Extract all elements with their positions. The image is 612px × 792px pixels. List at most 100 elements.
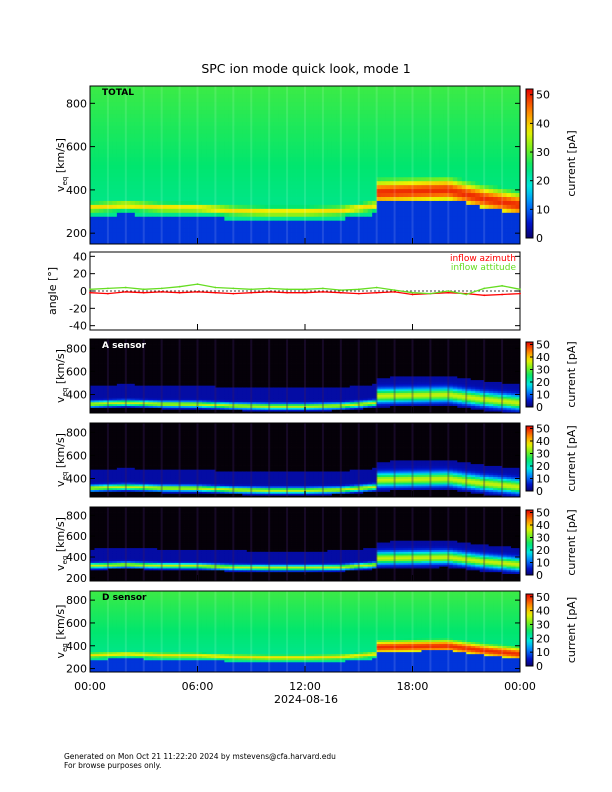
y-tick-label: 800: [66, 426, 87, 439]
series-point-1: [429, 292, 432, 295]
legend-entry-1: inflow attitude: [451, 263, 517, 273]
colorbar-tick-label: 0: [536, 232, 543, 245]
colorbar-tick-label: 0: [536, 485, 543, 498]
y-tick-label: 400: [66, 551, 87, 564]
series-point-1: [124, 286, 127, 289]
x-tick-label: 00:00: [504, 680, 536, 693]
chart-title: SPC ion mode quick look, mode 1: [201, 61, 410, 76]
series-point-0: [196, 291, 199, 293]
series-point-0: [286, 291, 288, 294]
y-axis-label: veq [km/s]: [54, 605, 69, 659]
colorbar-tick-label: 50: [536, 423, 550, 436]
colorbar-scale: [525, 593, 534, 667]
y-axis-label: veq [km/s]: [54, 138, 69, 192]
colorbar-tick-label: 30: [536, 448, 550, 461]
colorbar-scale: [525, 341, 534, 408]
y-axis-label-main: v: [54, 185, 67, 192]
series-point-1: [411, 291, 414, 294]
y-tick-label: 400: [66, 473, 87, 486]
heatmap-panel-5: 200 400 600 800 D sensor veq [km/s]: [54, 590, 521, 676]
colorbar-tick-label: 10: [536, 557, 550, 570]
series-point-0: [160, 291, 163, 293]
legend-entry-0: inflow azimuth: [450, 254, 516, 264]
y-axis-label-main: v: [54, 564, 67, 571]
colorbar-tick-label: 40: [536, 519, 550, 532]
colorbar-tick-label: 10: [536, 203, 550, 216]
y-tick-label: -40: [69, 320, 87, 333]
y-axis-label: veq [km/s]: [54, 349, 69, 403]
colorbar-tick-label: 40: [536, 605, 550, 618]
series-point-0: [89, 291, 91, 294]
colorbar-tick-label: 40: [536, 117, 550, 130]
colorbar-tick-label: 10: [536, 389, 550, 402]
series-point-0: [411, 293, 414, 296]
series-point-1: [339, 289, 342, 291]
series-point-1: [196, 283, 199, 285]
x-tick-label: 12:00: [289, 680, 321, 693]
colorbar-tick-label: 20: [536, 376, 550, 389]
x-tick-label: 06:00: [182, 680, 214, 693]
y-axis-label-unit: [km/s]: [54, 349, 67, 388]
series-point-0: [483, 294, 486, 297]
y-tick-label: 40: [73, 250, 87, 263]
x-tick-label: 18:00: [397, 680, 429, 693]
y-tick-label: -20: [69, 302, 87, 315]
colorbar-tick-label: 50: [536, 591, 550, 604]
series-point-1: [268, 287, 271, 290]
series-point-1: [304, 288, 306, 291]
footer-note: For browse purposes only.: [64, 761, 162, 770]
series-point-0: [447, 291, 450, 294]
colorbar-tick-label: 40: [536, 435, 550, 448]
series-point-1: [142, 288, 145, 291]
colorbar-tick-label: 10: [536, 473, 550, 486]
y-axis-label-sub: eq: [61, 472, 69, 481]
y-tick-label: 0: [80, 285, 87, 298]
y-tick-label: 800: [66, 594, 87, 607]
series-point-1: [250, 288, 253, 291]
colorbar-tick-label: 0: [536, 401, 543, 414]
y-axis-label: angle [°]: [46, 267, 59, 315]
heatmap-panel-0: 200 400 600 800 TOTAL veq [km/s]: [54, 85, 521, 245]
y-tick-label: 600: [66, 141, 87, 154]
colorbar-tick-label: 40: [536, 351, 550, 364]
y-axis-label-unit: [km/s]: [54, 433, 67, 472]
series-point-0: [268, 291, 271, 293]
y-tick-label: 200: [66, 227, 87, 240]
series-point-0: [178, 291, 181, 294]
series-point-1: [393, 289, 396, 291]
colorbar-tick-label: 20: [536, 460, 550, 473]
y-tick-label: 20: [73, 268, 87, 281]
y-tick-label: 400: [66, 389, 87, 402]
panel-label: A sensor: [102, 341, 147, 351]
series-point-0: [393, 291, 396, 293]
colorbar-label: current [pA]: [565, 341, 578, 407]
colorbar-label: current [pA]: [565, 130, 578, 196]
panel-label: D sensor: [102, 593, 147, 603]
y-axis-label-main: v: [54, 480, 67, 487]
series-point-1: [89, 288, 91, 291]
series-point-0: [142, 291, 145, 294]
series-point-1: [357, 288, 360, 291]
y-axis-label-sub: eq: [61, 556, 69, 565]
series-point-1: [160, 287, 163, 290]
series-point-1: [465, 293, 468, 296]
y-tick-label: 800: [66, 97, 87, 110]
series-point-1: [232, 287, 235, 290]
colorbar-tick-label: 20: [536, 175, 550, 188]
colorbar-tick-label: 30: [536, 532, 550, 545]
series-point-1: [483, 287, 486, 290]
colorbar-tick-label: 30: [536, 618, 550, 631]
colorbar-tick-label: 20: [536, 632, 550, 645]
series-point-0: [501, 293, 503, 296]
series-point-0: [339, 291, 342, 294]
series-point-0: [107, 292, 109, 295]
series-point-1: [286, 288, 288, 291]
series-point-0: [322, 291, 324, 293]
